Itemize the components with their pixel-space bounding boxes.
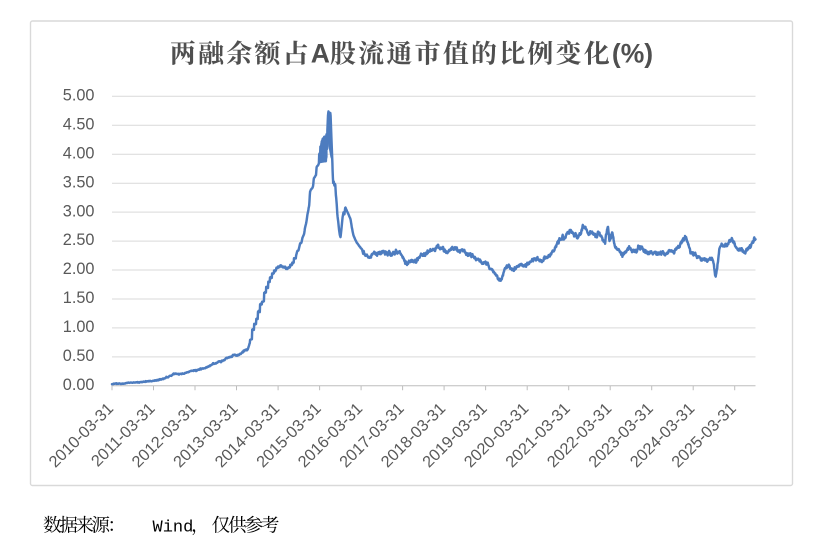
svg-text:4.50: 4.50 [63,115,95,133]
svg-text:2.00: 2.00 [63,260,95,278]
svg-text:0.50: 0.50 [63,347,95,365]
svg-text:5.00: 5.00 [63,87,95,105]
svg-text:1.50: 1.50 [63,289,95,307]
svg-text:(%): (%) [612,39,653,69]
svg-text:Wind: Wind [153,519,194,538]
svg-text:2.50: 2.50 [63,231,95,249]
svg-text:4.00: 4.00 [63,144,95,162]
svg-text:A: A [311,39,330,69]
svg-text:3.00: 3.00 [63,202,95,220]
svg-text:1.00: 1.00 [63,318,95,336]
svg-text:3.50: 3.50 [63,173,95,191]
svg-text:0.00: 0.00 [63,376,95,394]
